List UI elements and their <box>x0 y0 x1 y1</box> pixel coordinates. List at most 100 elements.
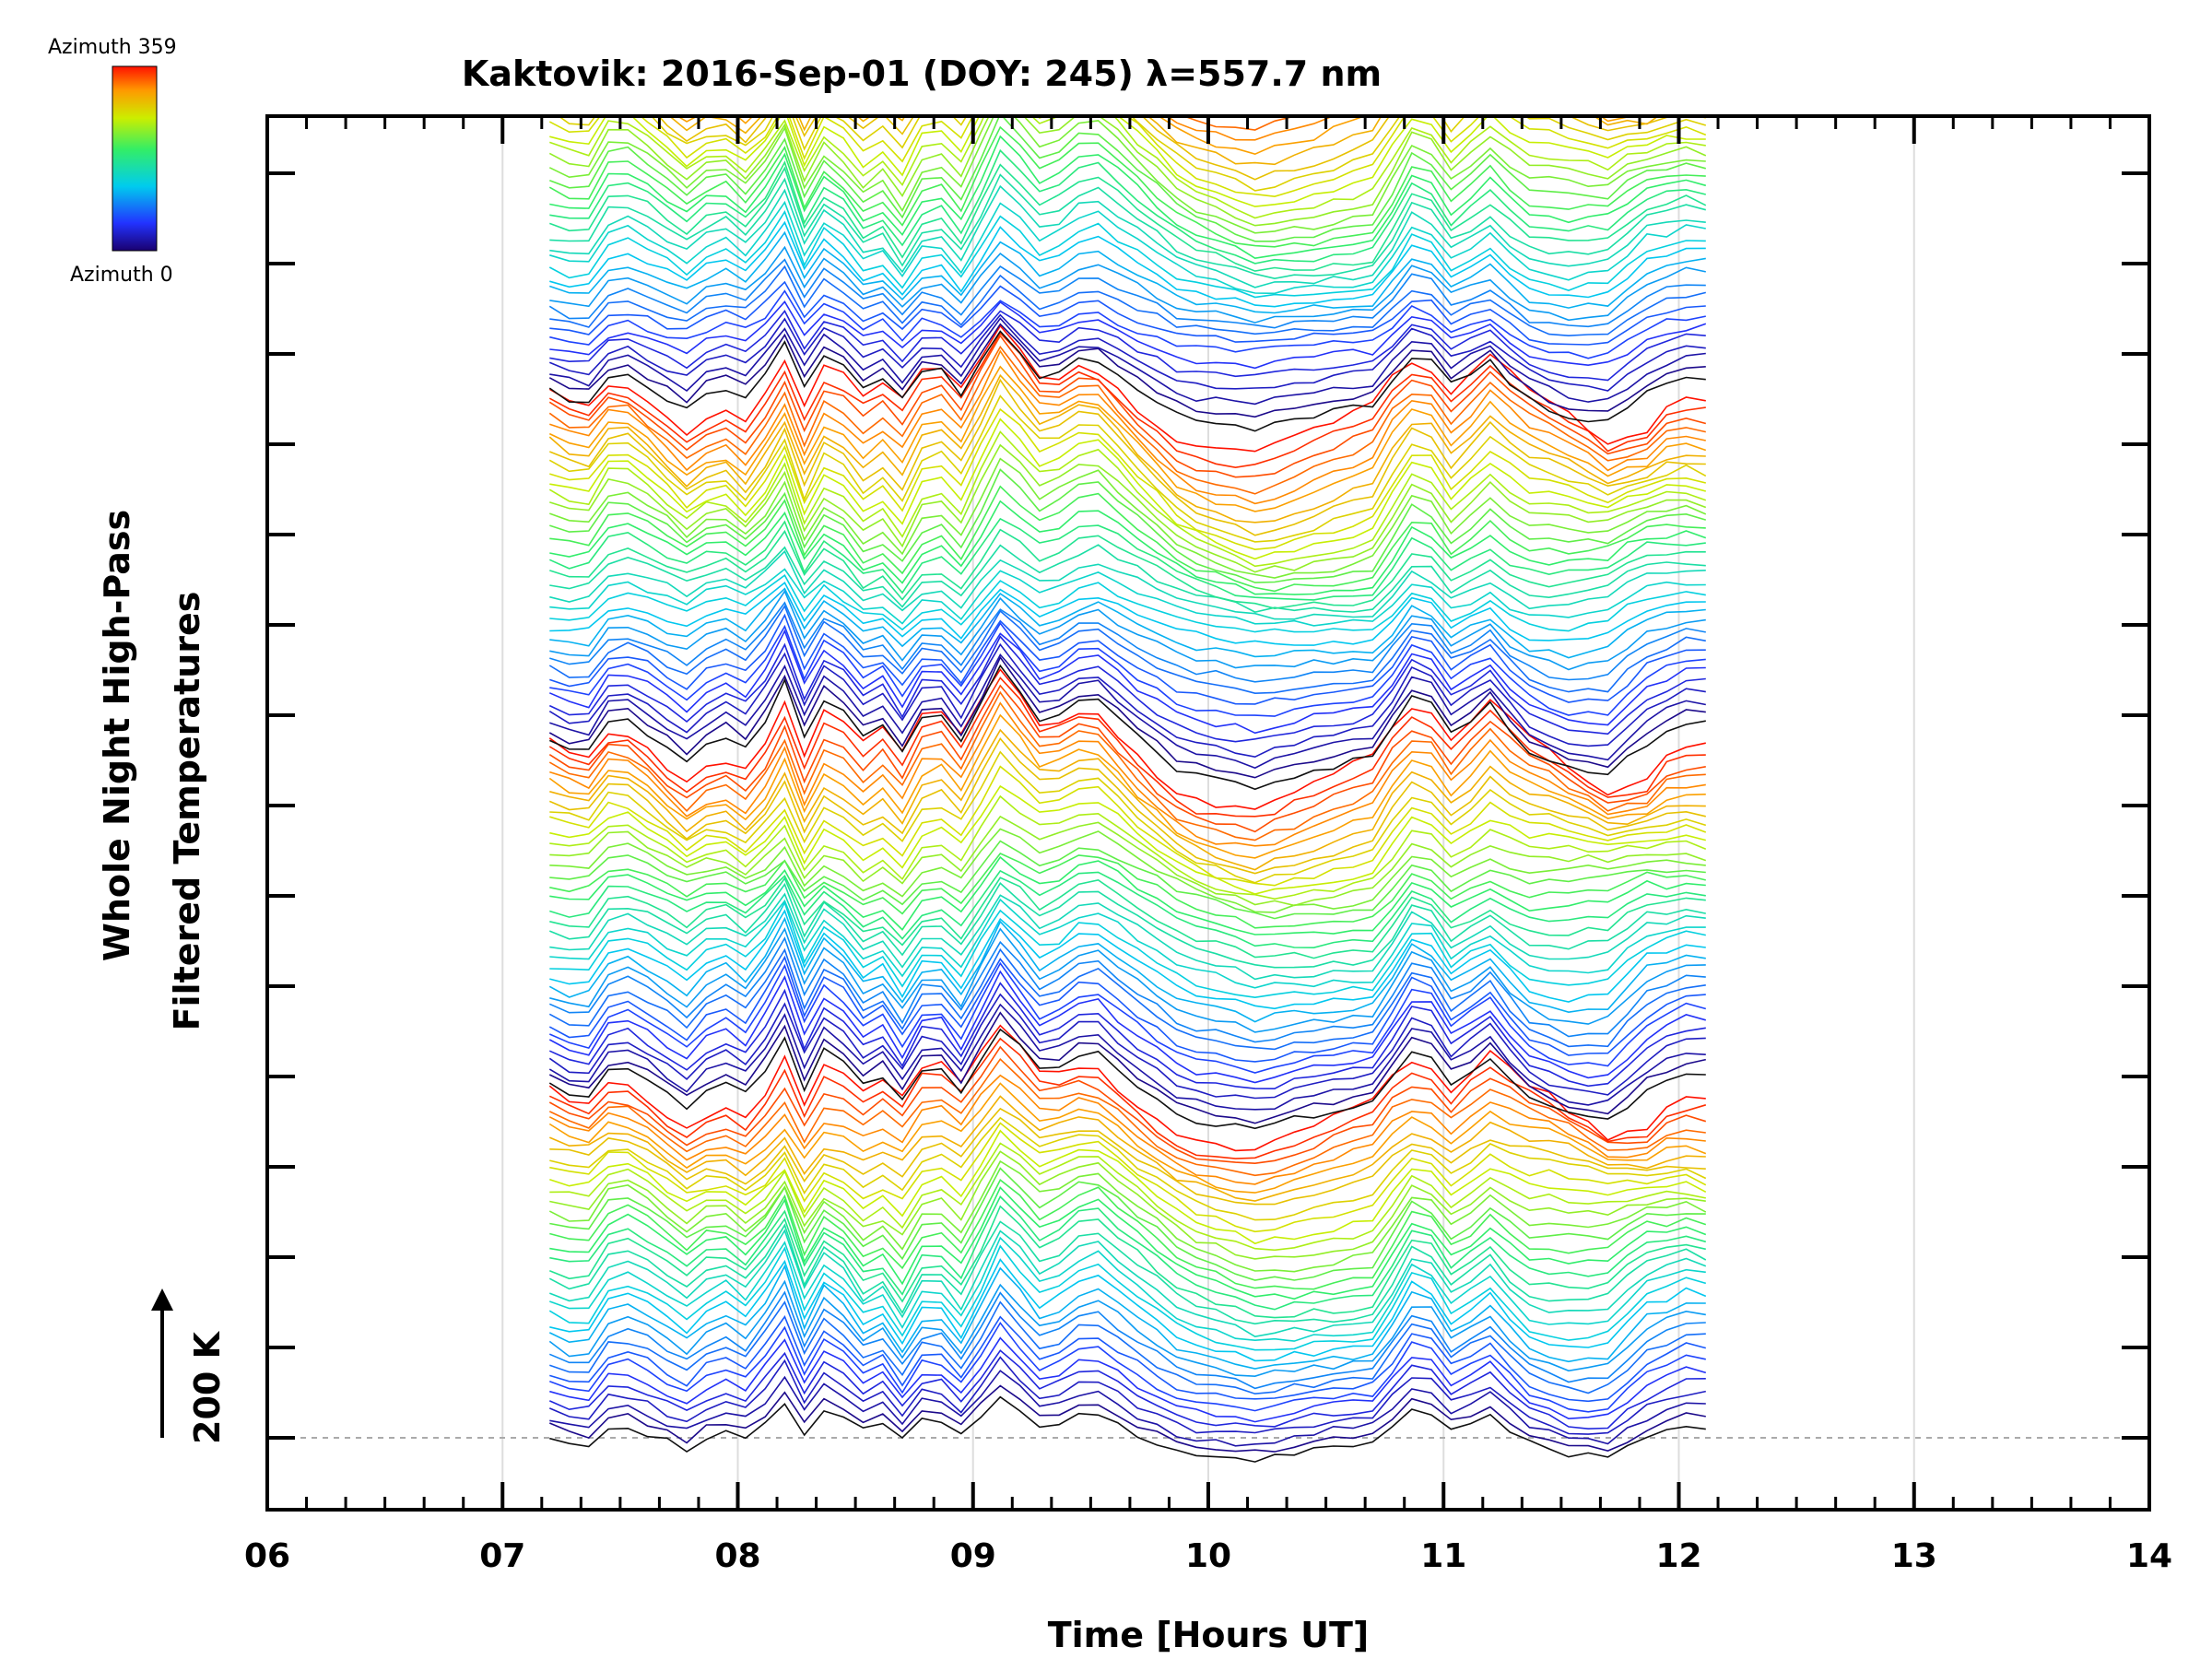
y-axis-label-line2: Filtered Temperatures <box>167 592 207 1031</box>
temperature-trace <box>549 1314 1707 1403</box>
temperature-trace <box>549 116 1706 207</box>
temperature-trace <box>549 1167 1706 1281</box>
temperature-trace <box>548 116 1706 234</box>
temperature-trace <box>549 869 1706 949</box>
colorbar-top-label: Azimuth 359 <box>48 36 177 59</box>
temperature-trace <box>549 1336 1707 1423</box>
temperature-trace <box>549 265 1706 337</box>
temperature-trace <box>657 116 1706 181</box>
temperature-trace <box>549 601 1706 683</box>
temperature-trace <box>549 549 1706 620</box>
temperature-trace <box>548 1003 1706 1111</box>
temperature-trace <box>548 323 1706 418</box>
temperature-trace <box>549 613 1706 705</box>
temperature-trace <box>548 365 1707 512</box>
temperature-trace <box>549 148 1706 265</box>
colorbar-bottom-label: Azimuth 0 <box>70 264 173 287</box>
temperature-trace <box>549 230 1706 314</box>
temperature-trace <box>548 313 1706 392</box>
x-tick-label: 10 <box>1185 1537 1231 1575</box>
temperature-trace <box>549 300 1707 370</box>
temperature-trace <box>549 765 1707 887</box>
temperature-trace <box>548 334 1707 478</box>
temperature-trace <box>549 163 1707 272</box>
temperature-trace <box>548 1082 1707 1194</box>
temperature-trace <box>548 961 1707 1074</box>
temperature-trace <box>548 1349 1706 1430</box>
temperature-trace <box>549 485 1706 593</box>
chart-title: Kaktovik: 2016-Sep-01 (DOY: 245) λ=557.7… <box>462 53 1382 94</box>
temperature-trace <box>548 210 1706 299</box>
x-tick-label: 13 <box>1891 1537 1937 1575</box>
temperature-trace <box>548 1244 1707 1351</box>
temperature-trace <box>549 378 1706 536</box>
temperature-trace <box>549 568 1706 627</box>
temperature-trace <box>549 587 1706 659</box>
temperature-trace <box>548 936 1706 1043</box>
colorbar-gradient <box>112 65 158 252</box>
temperature-trace <box>548 345 1706 495</box>
temperature-trace <box>549 1236 1706 1342</box>
temperature-trace <box>548 642 1706 759</box>
temperature-trace <box>549 1205 1706 1319</box>
temperature-trace <box>548 916 1706 1023</box>
temperature-trace <box>548 635 1706 743</box>
temperature-trace <box>548 1057 1706 1177</box>
temperature-trace <box>548 982 1706 1090</box>
temperature-trace <box>549 200 1706 295</box>
temperature-trace <box>548 258 1706 329</box>
temperature-trace <box>548 1095 1706 1202</box>
temperature-trace <box>548 1028 1706 1130</box>
scale-arrow-head <box>151 1288 173 1311</box>
temperature-trace <box>548 737 1706 875</box>
temperature-trace <box>548 713 1706 859</box>
temperature-trace <box>549 898 1706 989</box>
temperature-trace <box>549 828 1706 913</box>
temperature-trace <box>548 1220 1707 1325</box>
temperature-trace <box>548 1279 1706 1378</box>
temperature-trace <box>548 677 1706 818</box>
temperature-trace <box>548 882 1706 969</box>
temperature-trace <box>549 1186 1707 1300</box>
temperature-trace <box>549 581 1706 646</box>
x-tick-labels: 06 07 08 09 10 11 12 13 14 <box>244 1537 2172 1575</box>
temperature-trace <box>549 1258 1707 1362</box>
temperature-trace <box>548 1011 1706 1124</box>
temperature-trace <box>548 517 1706 601</box>
temperature-trace <box>549 927 1706 1033</box>
temperature-trace <box>549 1229 1707 1338</box>
temperature-trace <box>548 324 1706 453</box>
x-tick-label: 11 <box>1420 1537 1466 1575</box>
temperature-trace <box>549 653 1706 770</box>
temperature-trace <box>549 1195 1707 1311</box>
temperature-trace <box>549 794 1707 900</box>
temperature-trace <box>549 349 1706 505</box>
temperature-trace <box>549 245 1706 324</box>
x-tick-label: 12 <box>1655 1537 1701 1575</box>
temperature-trace <box>548 690 1706 841</box>
temperature-trace <box>548 629 1706 735</box>
temperature-trace <box>548 1074 1706 1185</box>
temperature-trace <box>548 955 1706 1063</box>
temperature-trace <box>549 815 1707 907</box>
temperature-trace <box>549 892 1706 981</box>
axis-ticks <box>265 116 2151 1510</box>
temperature-trace <box>549 544 1706 613</box>
temperature-trace <box>549 840 1706 920</box>
temperature-trace <box>549 855 1706 935</box>
temperature-trace <box>549 1107 1706 1206</box>
temperature-trace <box>549 418 1707 560</box>
temperature-trace <box>548 604 1706 695</box>
temperature-trace <box>548 1045 1707 1165</box>
temperature-trace <box>548 1356 1706 1435</box>
temperature-trace <box>676 116 1635 156</box>
temperature-trace <box>549 443 1707 573</box>
temperature-trace <box>548 430 1707 568</box>
temperature-trace <box>549 701 1706 847</box>
x-tick-label: 08 <box>714 1537 760 1575</box>
temperature-trace <box>668 116 1660 166</box>
temperature-trace <box>549 621 1706 717</box>
temperature-trace <box>548 947 1706 1051</box>
temperature-trace <box>549 457 1707 579</box>
